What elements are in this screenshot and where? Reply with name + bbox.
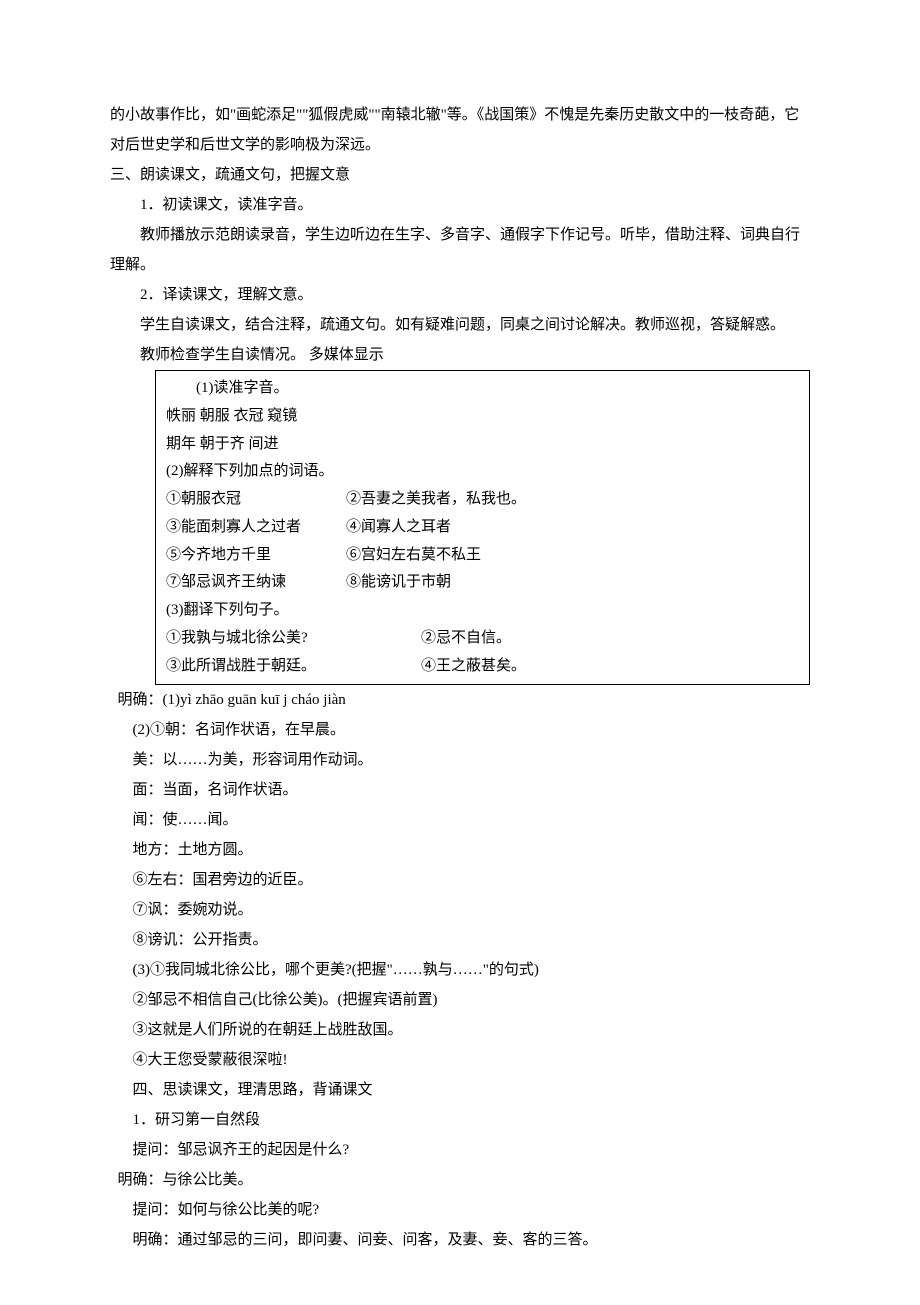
box-row-7: ⑤今齐地方千里 ⑥宫妇左右莫不私王 bbox=[166, 542, 799, 570]
answer-8: ⑧谤讥：公开指责。 bbox=[110, 925, 810, 955]
box-7b: ⑥宫妇左右莫不私王 bbox=[346, 542, 481, 570]
answer-mian: 面：当面，名词作状语。 bbox=[110, 775, 810, 805]
box-10a: ①我孰与城北徐公美? bbox=[166, 625, 421, 653]
box-row-2: 帙丽 朝服 衣冠 窥镜 bbox=[166, 403, 799, 431]
section-3-item-1: 1．初读课文，读准字音。 bbox=[110, 190, 810, 220]
answer-mei: 美：以……为美，形容词用作动词。 bbox=[110, 745, 810, 775]
section-3-item-2-body: 学生自读课文，结合注释，疏通文句。如有疑难问题，同桌之间讨论解决。教师巡视，答疑… bbox=[110, 310, 810, 340]
box-8b: ⑧能谤讥于市朝 bbox=[346, 569, 451, 597]
answer-3-2: ②邹忌不相信自己(比徐公美)。(把握宾语前置) bbox=[110, 985, 810, 1015]
answer-wen: 闻：使……闻。 bbox=[110, 805, 810, 835]
section-3-title: 三、朗读课文，疏通文句，把握文意 bbox=[110, 160, 810, 190]
box-row-11: ③此所谓战胜于朝廷。 ④王之蔽甚矣。 bbox=[166, 653, 799, 681]
answer-3-1: (3)①我同城北徐公比，哪个更美?(把握"……孰与……"的句式) bbox=[110, 955, 810, 985]
box-row-5: ①朝服衣冠 ②吾妻之美我者，私我也。 bbox=[166, 486, 799, 514]
box-row-1: (1)读准字音。 bbox=[166, 375, 799, 403]
answer-3-4: ④大王您受蒙蔽很深啦! bbox=[110, 1045, 810, 1075]
box-5a: ①朝服衣冠 bbox=[166, 486, 346, 514]
section-4-title: 四、思读课文，理清思路，背诵课文 bbox=[110, 1075, 810, 1105]
section-4-item-1: 1．研习第一自然段 bbox=[110, 1105, 810, 1135]
answer-difang: 地方：土地方圆。 bbox=[110, 835, 810, 865]
box-row-6: ③能面刺寡人之过者 ④闻寡人之耳者 bbox=[166, 514, 799, 542]
box-10b: ②忌不自信。 bbox=[421, 625, 511, 653]
box-6b: ④闻寡人之耳者 bbox=[346, 514, 451, 542]
intro-paragraph: 的小故事作比，如"画蛇添足""狐假虎威""南辕北辙"等。《战国策》不愧是先秦历史… bbox=[110, 100, 810, 160]
box-row-9: (3)翻译下列句子。 bbox=[166, 597, 799, 625]
section-3-item-2: 2．译读课文，理解文意。 bbox=[110, 280, 810, 310]
answer-2-1: (2)①朝：名词作状语，在早晨。 bbox=[110, 715, 810, 745]
exercise-box: (1)读准字音。 帙丽 朝服 衣冠 窥镜 期年 朝于齐 间进 (2)解释下列加点… bbox=[155, 370, 810, 685]
box-row-10: ①我孰与城北徐公美? ②忌不自信。 bbox=[166, 625, 799, 653]
box-6a: ③能面刺寡人之过者 bbox=[166, 514, 346, 542]
box-7a: ⑤今齐地方千里 bbox=[166, 542, 346, 570]
section-3-check: 教师检查学生自读情况。 多媒体显示 bbox=[110, 340, 810, 370]
section-4-a2: 明确：通过邹忌的三问，即问妻、问妾、问客，及妻、妾、客的三答。 bbox=[110, 1225, 810, 1255]
box-11b: ④王之蔽甚矣。 bbox=[421, 653, 526, 681]
box-row-4: (2)解释下列加点的词语。 bbox=[166, 458, 799, 486]
answer-7: ⑦讽：委婉劝说。 bbox=[110, 895, 810, 925]
box-row-3: 期年 朝于齐 间进 bbox=[166, 431, 799, 459]
box-row-8: ⑦邹忌讽齐王纳谏 ⑧能谤讥于市朝 bbox=[166, 569, 799, 597]
answer-3-3: ③这就是人们所说的在朝廷上战胜敌国。 bbox=[110, 1015, 810, 1045]
box-5b: ②吾妻之美我者，私我也。 bbox=[346, 486, 526, 514]
answer-header: 明确：(1)yì zhāo guān kuī j cháo jiàn bbox=[110, 685, 810, 715]
box-8a: ⑦邹忌讽齐王纳谏 bbox=[166, 569, 346, 597]
section-4-a1: 明确：与徐公比美。 bbox=[110, 1165, 810, 1195]
section-3-item-1-body: 教师播放示范朗读录音，学生边听边在生字、多音字、通假字下作记号。听毕，借助注释、… bbox=[110, 220, 810, 280]
answer-6: ⑥左右：国君旁边的近臣。 bbox=[110, 865, 810, 895]
section-4-q1: 提问：邹忌讽齐王的起因是什么? bbox=[110, 1135, 810, 1165]
box-11a: ③此所谓战胜于朝廷。 bbox=[166, 653, 421, 681]
section-4-q2: 提问：如何与徐公比美的呢? bbox=[110, 1195, 810, 1225]
